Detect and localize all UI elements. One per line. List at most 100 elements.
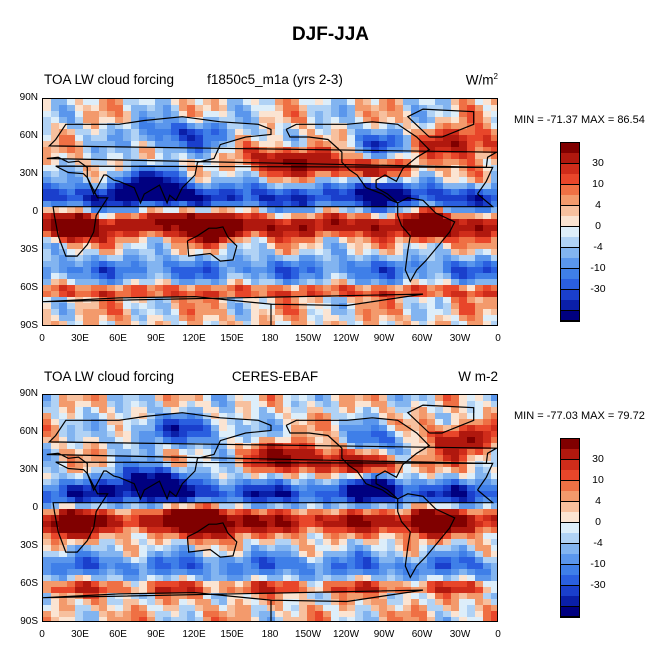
- field-cell: [491, 401, 497, 408]
- field-cell: [139, 527, 148, 534]
- field-cell: [283, 219, 292, 226]
- field-cell: [59, 539, 68, 546]
- field-cell: [419, 515, 428, 522]
- field-cell: [411, 437, 420, 444]
- field-cell: [283, 473, 292, 480]
- field-cell: [243, 297, 252, 304]
- field-cell: [155, 129, 164, 136]
- field-cell: [171, 159, 180, 166]
- field-cell: [427, 491, 436, 498]
- field-cell: [75, 563, 84, 570]
- colorbar-label: 0: [595, 515, 601, 528]
- field-cell: [187, 237, 196, 244]
- field-cell: [147, 177, 156, 184]
- field-cell: [451, 195, 460, 202]
- field-cell: [427, 195, 436, 202]
- field-cell: [451, 213, 460, 220]
- field-cell: [67, 135, 76, 142]
- field-cell: [387, 219, 396, 226]
- field-cell: [99, 563, 108, 570]
- field-cell: [43, 431, 52, 438]
- field-cell: [67, 539, 76, 546]
- field-cell: [171, 587, 180, 594]
- field-cell: [107, 425, 116, 432]
- lon-tick-label: 120E: [182, 333, 206, 344]
- field-cell: [363, 279, 372, 286]
- field-cell: [91, 413, 100, 420]
- field-cell: [115, 437, 124, 444]
- field-cell: [339, 135, 348, 142]
- field-cell: [283, 617, 292, 621]
- field-cell: [115, 569, 124, 576]
- field-cell: [283, 491, 292, 498]
- field-cell: [291, 225, 300, 232]
- field-cell: [195, 413, 204, 420]
- field-cell: [243, 587, 252, 594]
- field-cell: [363, 207, 372, 214]
- field-cell: [483, 273, 492, 280]
- field-cell: [99, 309, 108, 316]
- field-cell: [131, 159, 140, 166]
- field-cell: [467, 255, 476, 262]
- field-cell: [59, 201, 68, 208]
- field-cell: [235, 593, 244, 600]
- field-cell: [251, 261, 260, 268]
- field-cell: [51, 527, 60, 534]
- field-cell: [155, 587, 164, 594]
- field-cell: [283, 539, 292, 546]
- field-cell: [203, 599, 212, 606]
- field-cell: [99, 261, 108, 268]
- field-cell: [139, 285, 148, 292]
- field-cell: [475, 575, 484, 582]
- field-cell: [283, 153, 292, 160]
- field-cell: [475, 177, 484, 184]
- field-cell: [451, 147, 460, 154]
- field-cell: [299, 189, 308, 196]
- field-cell: [467, 455, 476, 462]
- field-cell: [179, 587, 188, 594]
- field-cell: [187, 231, 196, 238]
- field-cell: [115, 141, 124, 148]
- field-cell: [435, 449, 444, 456]
- field-cell: [331, 527, 340, 534]
- field-cell: [347, 407, 356, 414]
- field-cell: [315, 611, 324, 618]
- field-cell: [427, 467, 436, 474]
- field-cell: [123, 539, 132, 546]
- field-cell: [363, 291, 372, 298]
- field-cell: [331, 297, 340, 304]
- colorbar-swatch: [561, 470, 579, 482]
- field-cell: [115, 123, 124, 130]
- field-cell: [179, 485, 188, 492]
- field-cell: [195, 467, 204, 474]
- field-cell: [99, 141, 108, 148]
- field-cell: [59, 315, 68, 322]
- field-cell: [75, 147, 84, 154]
- field-cell: [379, 599, 388, 606]
- field-cell: [115, 533, 124, 540]
- field-cell: [83, 515, 92, 522]
- field-cell: [339, 303, 348, 310]
- field-cell: [43, 309, 52, 316]
- field-cell: [51, 201, 60, 208]
- field-cell: [115, 497, 124, 504]
- field-cell: [123, 279, 132, 286]
- field-cell: [259, 189, 268, 196]
- field-cell: [427, 599, 436, 606]
- field-cell: [483, 165, 492, 172]
- field-cell: [67, 563, 76, 570]
- field-cell: [267, 551, 276, 558]
- field-cell: [299, 279, 308, 286]
- field-cell: [483, 219, 492, 226]
- field-cell: [283, 147, 292, 154]
- field-cell: [147, 533, 156, 540]
- field-cell: [411, 111, 420, 118]
- field-cell: [155, 437, 164, 444]
- field-cell: [203, 153, 212, 160]
- field-cell: [435, 581, 444, 588]
- field-cell: [371, 303, 380, 310]
- field-cell: [435, 321, 444, 325]
- field-cell: [211, 99, 220, 106]
- field-cell: [483, 297, 492, 304]
- field-cell: [291, 195, 300, 202]
